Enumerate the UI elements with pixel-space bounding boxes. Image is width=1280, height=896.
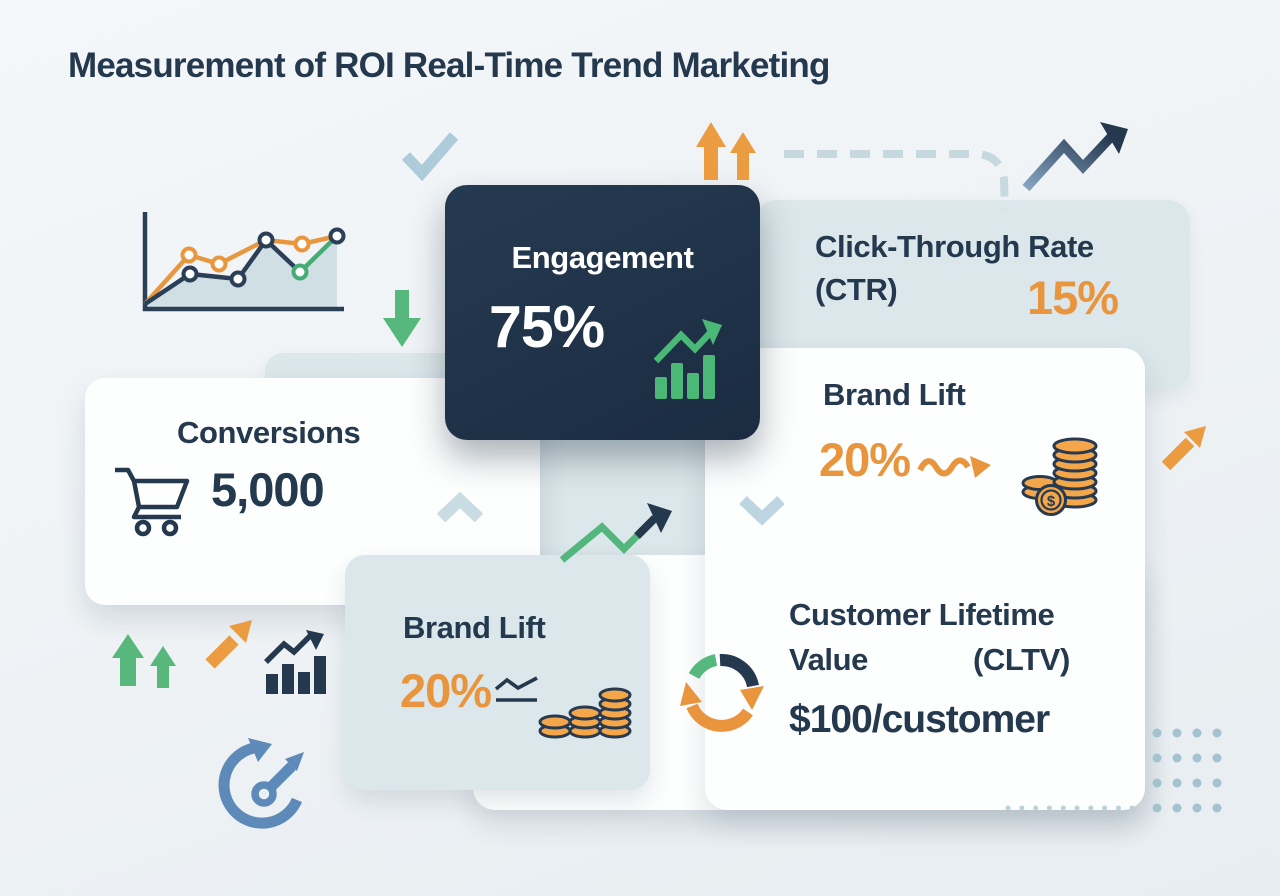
cycle-arrows-icon xyxy=(680,653,764,732)
dotted-line-decoration xyxy=(1005,805,1148,811)
cltv-label-line1: Customer Lifetime xyxy=(789,597,1055,632)
bar-chart-trend-icon xyxy=(264,630,326,694)
growth-bars-icon xyxy=(653,319,722,399)
down-arrow-icon xyxy=(383,290,421,347)
brand-lift-right-value: 20% xyxy=(819,433,911,486)
chevron-up-icon xyxy=(436,492,484,523)
coin-stacks-icon xyxy=(538,687,632,739)
double-up-arrows-icon xyxy=(696,122,756,180)
check-icon xyxy=(401,132,459,182)
cltv-abbr: (CLTV) xyxy=(973,642,1070,677)
line-chart-icon xyxy=(142,212,346,312)
right-metrics-card: Brand Lift 20% $ Customer Lifetime Value… xyxy=(705,348,1145,810)
ctr-abbr: (CTR) xyxy=(815,271,898,307)
shopping-cart-icon xyxy=(115,467,190,537)
ctr-card: Click-Through Rate (CTR) 15% xyxy=(755,200,1190,390)
cltv-value: $100/customer xyxy=(789,698,1050,741)
brand-lift-left-card: Brand Lift 20% xyxy=(345,555,650,790)
money-coins-icon: $ xyxy=(1021,437,1098,516)
dashed-connector-line xyxy=(784,150,1009,211)
uptrend-line-icon xyxy=(559,503,672,563)
wave-arrow-icon xyxy=(917,456,991,478)
orange-arrow-right-icon xyxy=(1161,426,1206,471)
orange-up-right-arrow-icon xyxy=(205,620,252,669)
cltv-label-line2: Value xyxy=(789,642,868,677)
brand-lift-right-label: Brand Lift xyxy=(823,377,966,412)
ctr-value: 15% xyxy=(1027,271,1119,324)
chevron-down-icon xyxy=(739,496,785,526)
ctr-label: Click-Through Rate xyxy=(815,229,1094,264)
trend-arrow-icon xyxy=(1022,122,1128,192)
engagement-label: Engagement xyxy=(511,240,694,275)
brand-lift-left-label: Brand Lift xyxy=(403,610,546,645)
dots-grid-decoration xyxy=(1152,728,1222,813)
brand-lift-left-value: 20% xyxy=(400,664,492,717)
double-green-arrows-icon xyxy=(112,634,176,688)
engagement-card: Engagement 75% xyxy=(445,185,760,440)
engagement-value: 75% xyxy=(489,294,605,360)
target-refresh-icon xyxy=(218,738,304,829)
conversions-value: 5,000 xyxy=(211,463,325,516)
conversions-label: Conversions xyxy=(177,415,361,450)
page-title: Measurement of ROI Real-Time Trend Marke… xyxy=(68,46,830,85)
fluctuation-icon xyxy=(494,676,538,702)
dollar-sign: $ xyxy=(1047,493,1056,510)
